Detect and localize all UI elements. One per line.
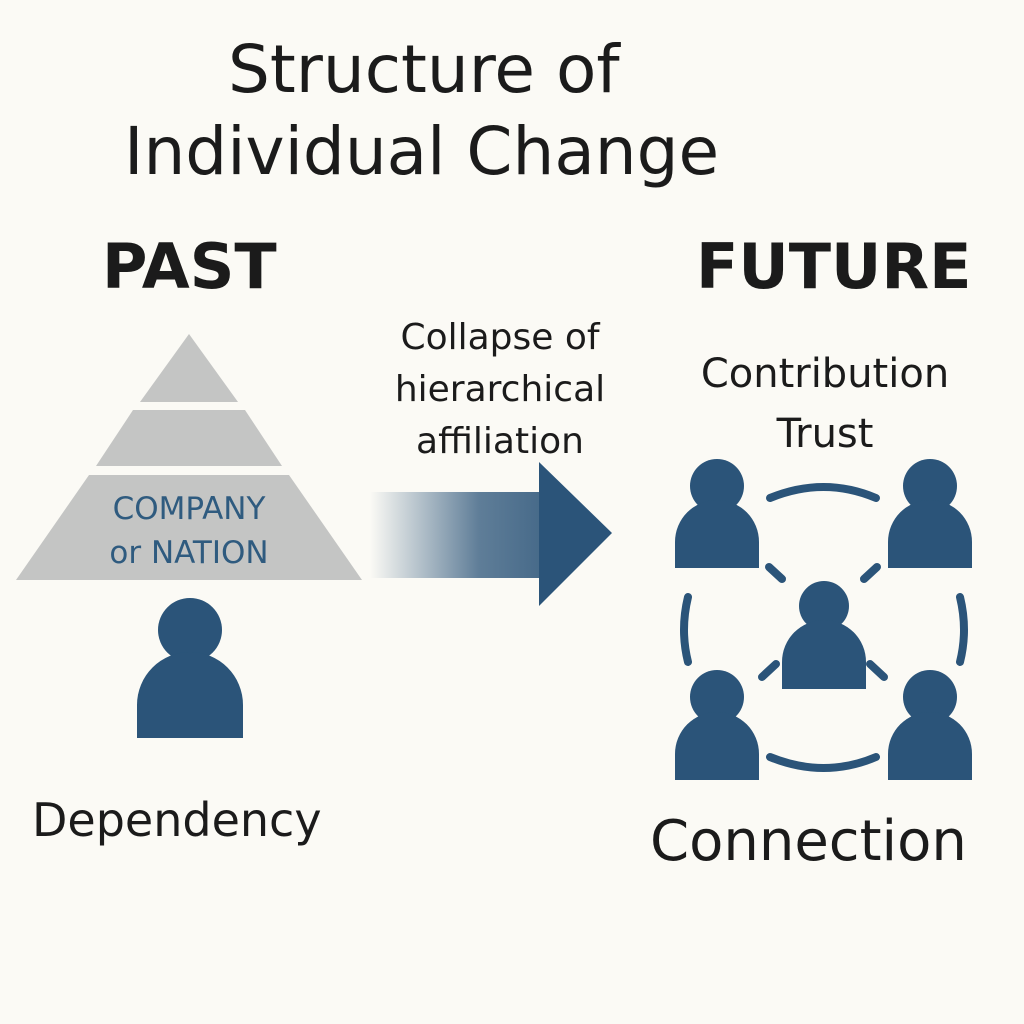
past-label-dependency: Dependency — [32, 793, 322, 847]
transition-caption-line1: Collapse of — [400, 317, 600, 358]
connection-lines — [680, 483, 968, 772]
people-network-icon — [675, 459, 972, 780]
page-title: Structure of Individual Change — [0, 26, 1024, 190]
pyramid-middle-tier — [96, 410, 282, 466]
title-line-1: Structure of — [228, 31, 620, 108]
network-person-top-left — [675, 459, 759, 568]
future-value-trust: Trust — [776, 411, 874, 457]
pyramid-label-line1: COMPANY — [113, 491, 266, 527]
future-label-connection: Connection — [650, 809, 967, 874]
title-line-2: Individual Change — [124, 113, 720, 190]
network-person-top-right — [888, 459, 972, 568]
person-icon — [137, 598, 243, 738]
future-values: Contribution Trust — [670, 344, 980, 464]
transition-caption-line3: affiliation — [416, 421, 584, 462]
pyramid-top-tier — [140, 334, 238, 402]
future-heading: FUTURE — [696, 230, 972, 303]
network-person-bottom-right — [888, 670, 972, 780]
pyramid-icon: COMPANY or NATION — [16, 334, 362, 580]
pyramid-bottom-tier — [16, 475, 362, 580]
future-value-contribution: Contribution — [700, 351, 950, 397]
past-heading: PAST — [102, 230, 277, 303]
pyramid-label-line2: or NATION — [109, 535, 268, 571]
transition-caption-line2: hierarchical — [394, 369, 606, 410]
right-arrow-icon — [370, 462, 612, 606]
transition-caption: Collapse of hierarchical affiliation — [370, 312, 630, 468]
network-person-bottom-left — [675, 670, 759, 780]
network-person-center — [782, 581, 866, 689]
